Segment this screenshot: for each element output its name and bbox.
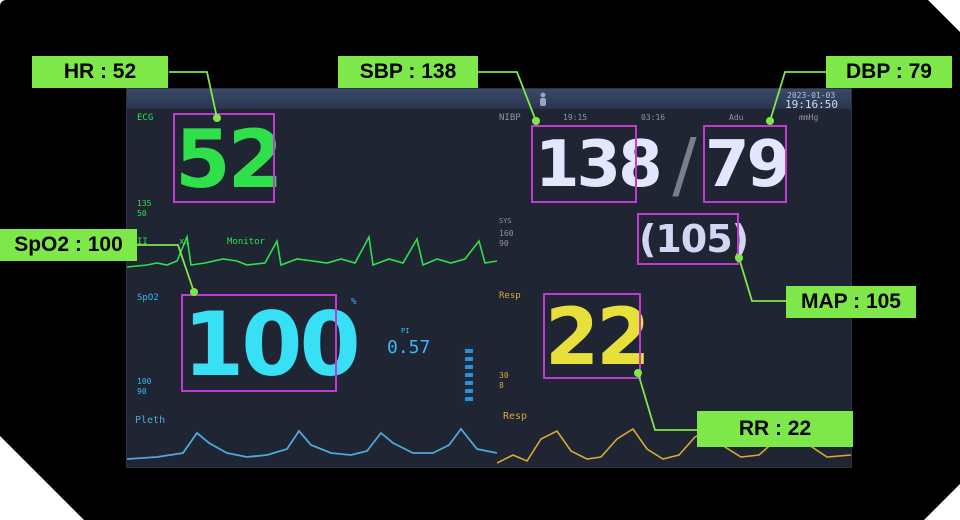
map-annotation-label: MAP : 105 [786,286,916,318]
pi-value: 0.57 [387,337,431,358]
rr-annotation-label: RR : 22 [697,411,853,447]
resp-alarm-lower: 8 [499,381,504,390]
heart-rate-value: 52 [175,113,283,206]
pi-label: PI [401,327,410,335]
respiratory-rate-value: 22 [545,293,651,383]
ecg-alarm-upper: 135 [137,199,152,208]
spo2-highlight-box [181,294,337,392]
ecg-mode: Monitor [227,237,265,247]
dbp-annotation-label: DBP : 79 [826,56,952,88]
spo2-annotation-label: SpO2 : 100 [0,229,137,261]
ecg-label: ECG [137,113,154,123]
spo2-alarm-lower: 90 [137,387,147,396]
spo2-alarm-upper: 100 [137,377,152,386]
nibp-interval: 03:16 [641,113,666,122]
hr-annotation-label: HR : 52 [32,56,168,88]
diastolic-value: 79 [705,128,791,202]
spo2-percent-unit: % [351,297,357,307]
ecg-lead: II [137,237,148,247]
sbp-annotation-label: SBP : 138 [338,56,478,88]
signal-strength-bar [463,345,475,405]
hr-highlight-box [173,113,275,203]
pleth-label: Pleth [135,415,166,426]
monitor-top-bar [127,89,851,109]
spo2-label: SpO2 [137,293,159,303]
ecg-alarm-lower: 50 [137,209,147,218]
sys-alarm-label: SYS [499,217,512,225]
monitor-date: 2023-01-03 [787,91,836,100]
resp-wave-label: Resp [503,411,528,422]
nibp-mode: Adu [729,113,744,122]
sys-alarm-upper: 160 [499,229,514,238]
sbp-highlight-box [531,125,637,203]
person-icon [540,92,546,106]
map-highlight-box [637,213,739,265]
ecg-waveform [127,234,497,268]
bp-separator: / [672,123,696,207]
monitor-clock: 19:16:50 [785,98,838,111]
rr-highlight-box [543,293,641,379]
spo2-value: 100 [183,293,361,396]
nibp-label: NIBP [499,113,521,123]
nibp-time: 19:15 [563,113,588,122]
mean-arterial-pressure: (105) [639,217,749,261]
resp-label: Resp [499,291,521,301]
sys-alarm-lower: 90 [499,239,509,248]
patient-monitor-screen: 2023-01-03 19:16:50 ECG 135 50 II x1 Mon… [126,88,852,468]
nibp-unit: mmHg [799,113,819,122]
pleth-waveform [127,427,497,460]
resp-alarm-upper: 30 [499,371,509,380]
dbp-highlight-box [703,125,787,203]
